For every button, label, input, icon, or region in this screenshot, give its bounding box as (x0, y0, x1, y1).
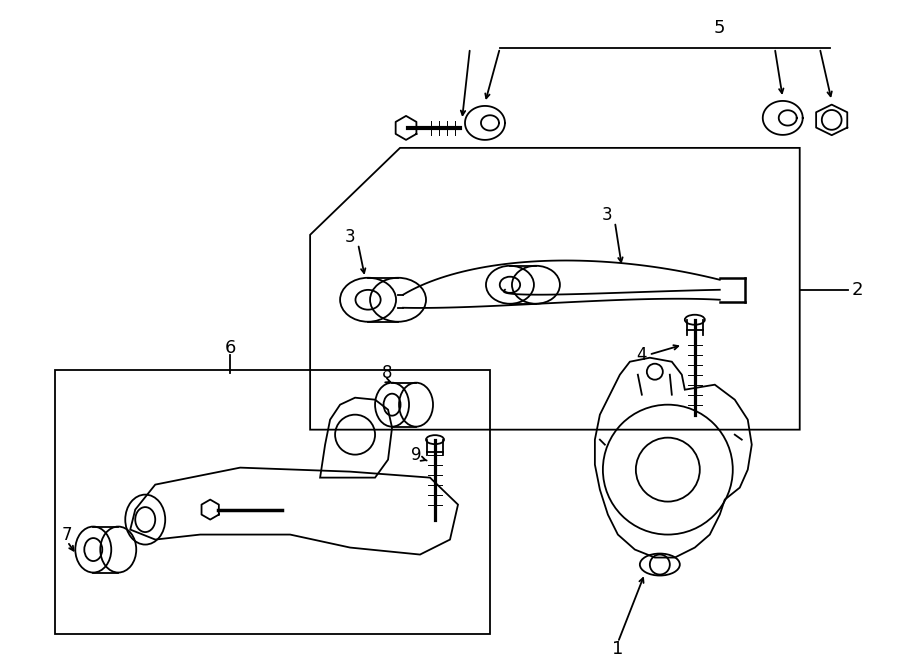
Text: 6: 6 (224, 338, 236, 357)
Text: 3: 3 (601, 206, 612, 224)
Text: 5: 5 (714, 19, 725, 37)
Text: 9: 9 (410, 446, 421, 463)
Bar (55, 369, 490, 635)
Text: 3: 3 (345, 228, 356, 246)
Text: 1: 1 (612, 641, 624, 658)
Text: 2: 2 (851, 281, 863, 299)
Text: 4: 4 (636, 346, 647, 364)
Text: 8: 8 (382, 364, 392, 381)
Text: 7: 7 (62, 525, 73, 543)
